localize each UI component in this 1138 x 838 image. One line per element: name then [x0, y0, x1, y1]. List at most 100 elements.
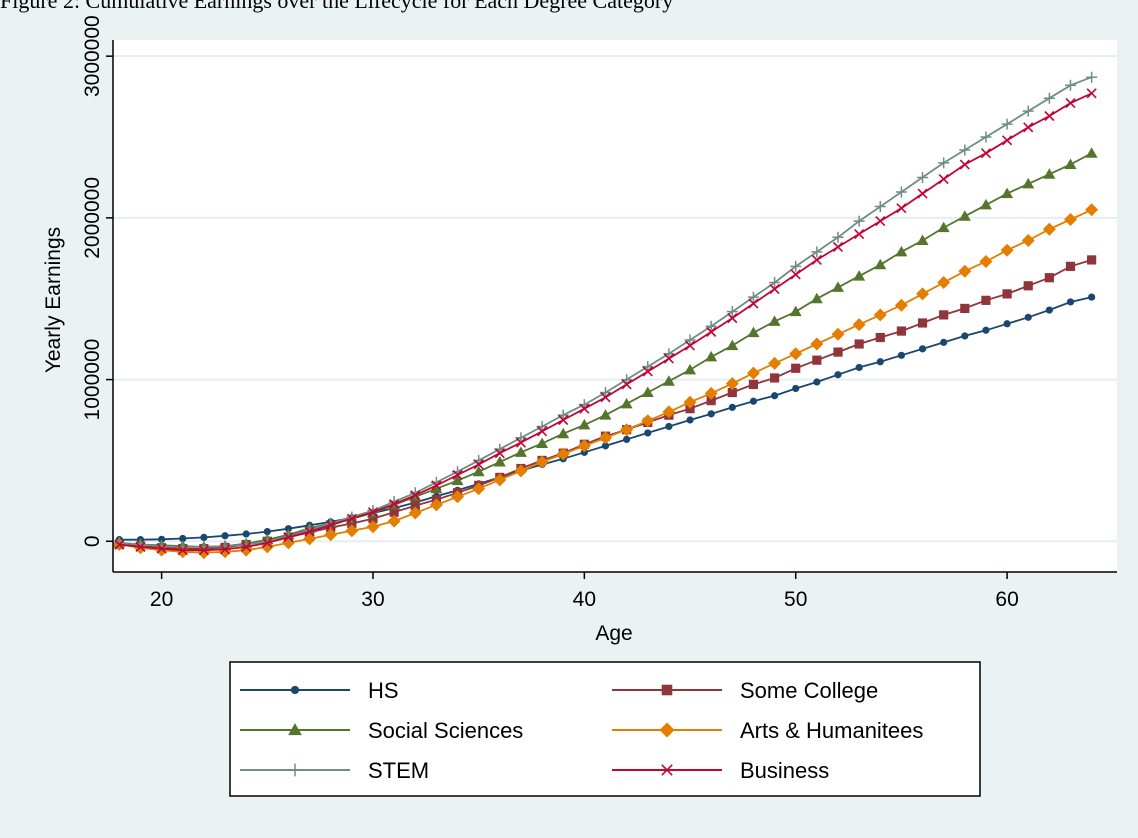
data-point-stem: [1086, 71, 1098, 83]
data-point-business: [219, 544, 231, 555]
data-point-arts-humanitees: [429, 498, 443, 512]
data-point-social-sciences: [747, 326, 760, 338]
data-point-stem: [1001, 118, 1013, 130]
data-point-social-sciences: [1043, 168, 1056, 179]
data-point-hs: [221, 532, 229, 540]
data-point-stem: [1065, 79, 1076, 91]
data-point-business: [621, 379, 632, 390]
data-point-arts-humanitees: [1042, 222, 1056, 236]
data-point-business: [959, 159, 970, 170]
legend-item-arts-humanitees: Arts & Humanitees: [612, 718, 923, 743]
legend-marker: [288, 763, 302, 777]
data-point-hs: [1045, 306, 1053, 314]
data-point-stem: [599, 387, 611, 399]
data-point-some-college: [917, 318, 928, 328]
data-point-stem: [536, 420, 548, 432]
axes: [112, 40, 1117, 573]
legend-item-social-sciences: Social Sciences: [240, 718, 523, 743]
data-point-social-sciences: [958, 210, 971, 221]
data-point-business: [642, 366, 653, 377]
data-point-hs: [242, 530, 250, 538]
data-point-hs: [792, 384, 800, 393]
data-point-hs: [813, 378, 821, 386]
data-point-business: [515, 437, 527, 448]
data-point-stem: [832, 231, 844, 243]
data-point-business: [346, 513, 357, 524]
data-point-stem: [917, 171, 929, 183]
data-point-stem: [938, 157, 950, 169]
data-point-some-college: [727, 387, 737, 398]
data-point-stem: [853, 215, 865, 227]
data-point-stem: [705, 320, 717, 332]
data-point-arts-humanitees: [324, 528, 338, 542]
data-point-arts-humanitees: [831, 327, 845, 341]
data-point-hs: [263, 527, 271, 536]
data-point-arts-humanitees: [345, 524, 359, 538]
data-point-business: [431, 480, 442, 491]
data-point-arts-humanitees: [916, 287, 930, 301]
data-point-social-sciences: [895, 245, 908, 257]
data-point-arts-humanitees: [1085, 203, 1099, 217]
data-point-arts-humanitees: [387, 514, 401, 528]
x-tick-label: 40: [573, 588, 596, 611]
data-point-arts-humanitees: [979, 255, 993, 269]
x-tick-label: 30: [361, 588, 384, 611]
data-point-business: [537, 426, 548, 437]
data-point-arts-humanitees: [408, 506, 422, 520]
data-point-stem: [134, 539, 146, 551]
data-point-arts-humanitees: [937, 276, 951, 290]
data-point-stem: [663, 348, 675, 360]
data-point-hs: [686, 416, 694, 424]
gridlines: [113, 55, 1117, 543]
data-point-business: [600, 392, 611, 403]
data-point-arts-humanitees: [641, 414, 655, 428]
data-point-business: [114, 539, 125, 550]
data-point-social-sciences: [1085, 147, 1098, 158]
data-point-hs: [876, 358, 884, 366]
legend-marker: [661, 764, 673, 776]
data-point-arts-humanitees: [1063, 212, 1077, 226]
legend-marker: [288, 723, 302, 736]
legend-label: Social Sciences: [368, 718, 523, 743]
data-point-hs: [982, 326, 990, 334]
data-point-social-sciences: [1064, 158, 1077, 170]
data-point-social-sciences: [726, 339, 739, 351]
data-point-some-college: [706, 395, 716, 406]
data-point-social-sciences: [641, 386, 654, 398]
data-point-hs: [918, 345, 927, 353]
y-tick-label: 2000000: [81, 177, 104, 259]
data-point-some-college: [1087, 255, 1097, 265]
data-point-business: [452, 469, 463, 481]
data-point-some-college: [854, 339, 864, 349]
data-point-business: [1065, 97, 1076, 109]
data-point-social-sciences: [705, 350, 718, 362]
data-point-arts-humanitees: [662, 405, 676, 419]
data-point-social-sciences: [684, 363, 697, 375]
series-social-sciences: [113, 147, 1098, 552]
data-point-social-sciences: [937, 221, 950, 233]
data-point-hs: [749, 397, 758, 405]
data-point-hs: [770, 392, 779, 400]
data-point-arts-humanitees: [514, 464, 528, 478]
series-business: [114, 88, 1097, 556]
data-point-stem: [621, 374, 633, 386]
data-point-stem: [1022, 105, 1034, 117]
data-point-some-college: [748, 379, 759, 390]
data-point-social-sciences: [810, 292, 823, 304]
data-point-stem: [113, 537, 125, 549]
data-point-business: [389, 499, 400, 510]
data-point-business: [1086, 88, 1097, 99]
data-point-some-college: [875, 332, 885, 343]
data-point-business: [241, 541, 252, 553]
data-point-arts-humanitees: [810, 337, 824, 351]
legend-item-stem: STEM: [240, 758, 429, 783]
data-point-business: [790, 269, 801, 280]
data-point-business: [1023, 122, 1034, 133]
data-point-some-college: [896, 326, 907, 336]
data-point-hs: [855, 363, 863, 372]
figure-caption: Figure 2: Cumulative Earnings over the L…: [0, 0, 674, 13]
data-point-business: [473, 459, 484, 470]
y-tick-label: 1000000: [81, 339, 104, 421]
data-point-social-sciences: [514, 446, 527, 457]
tick-labels: 0 1000000 2000000 3000000 20 30 40 50 60: [81, 15, 1019, 611]
